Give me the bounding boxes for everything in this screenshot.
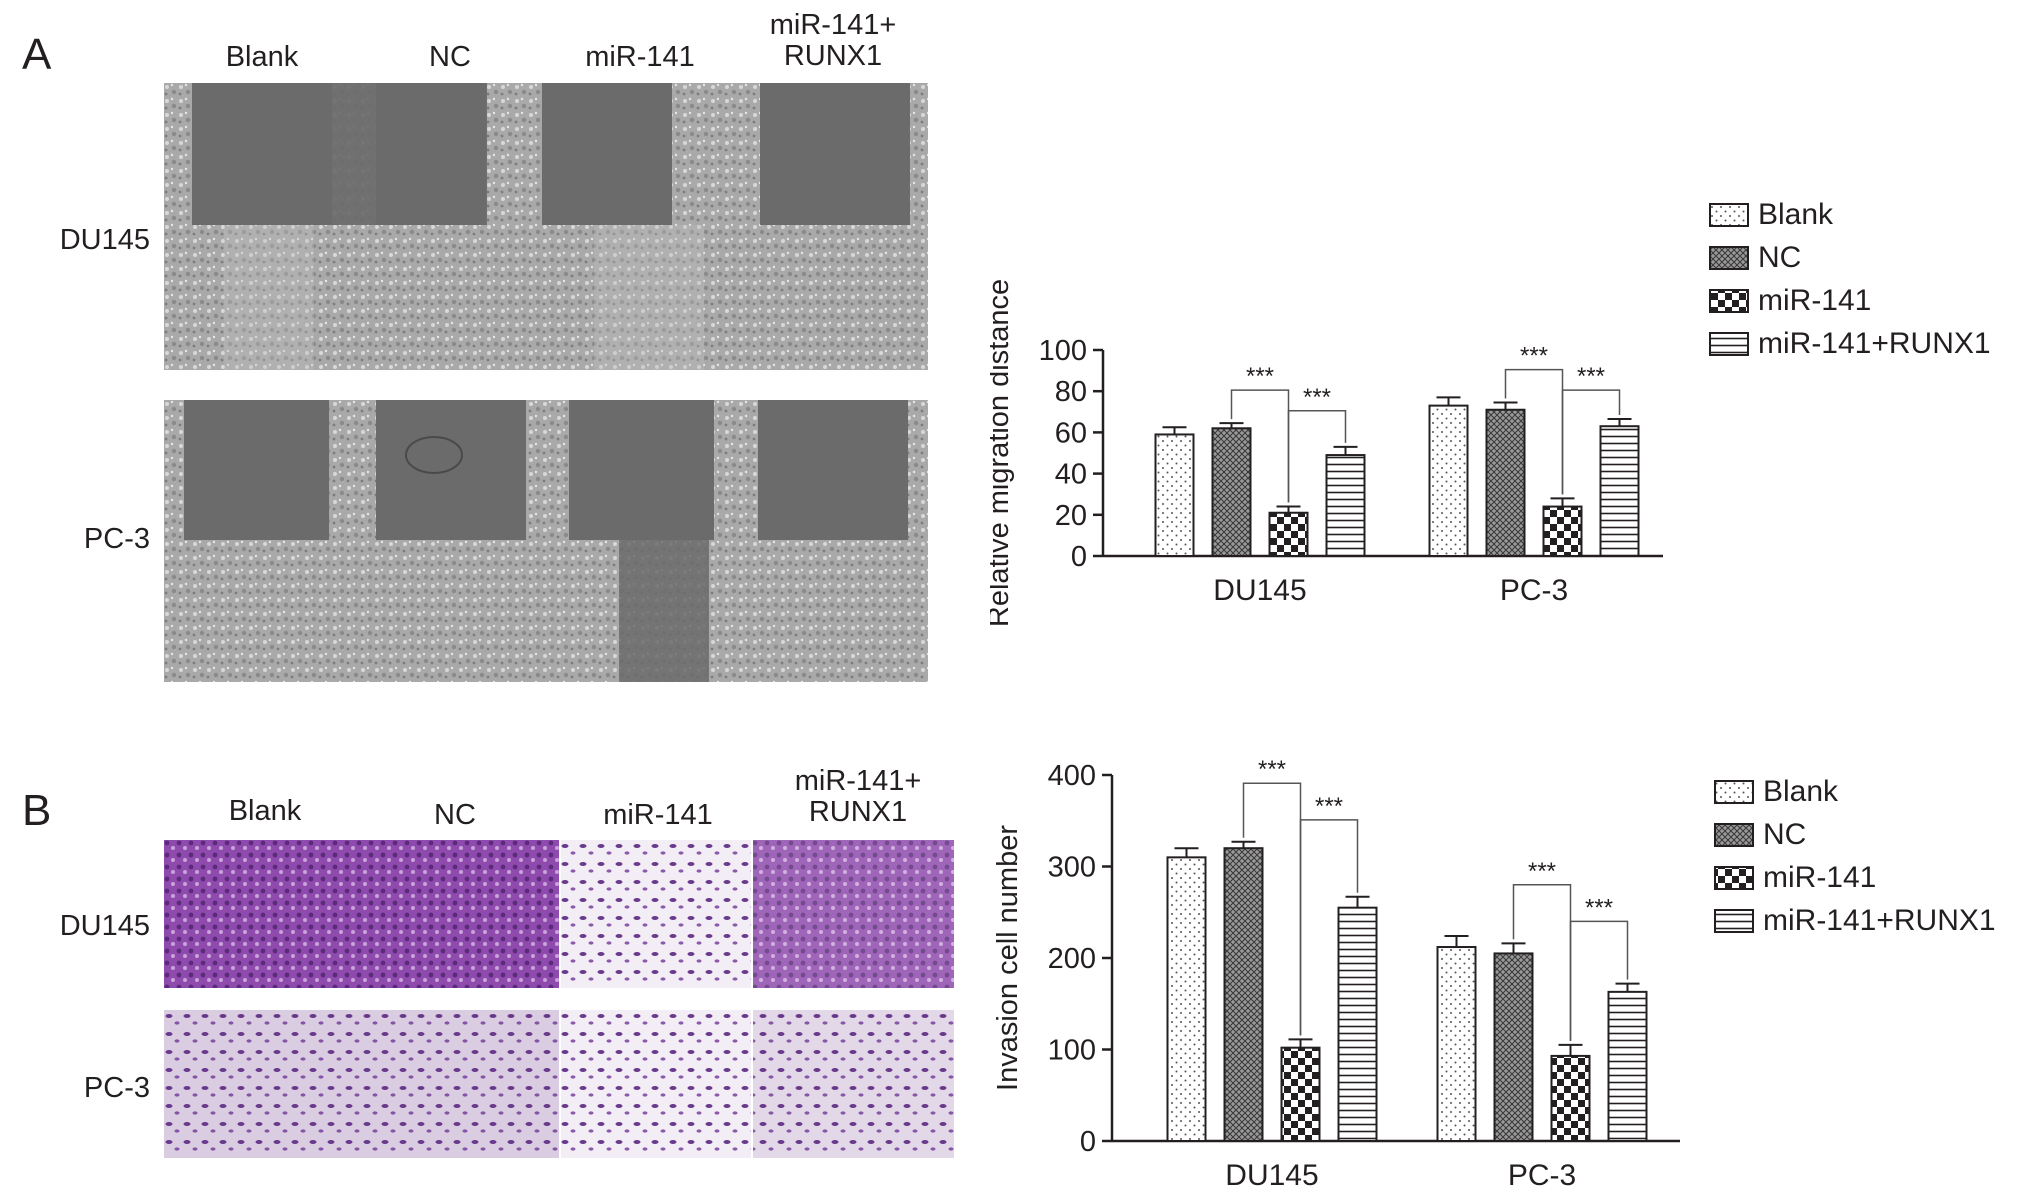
- panel-b-pc3-micrograph: [164, 1010, 954, 1158]
- panel-b-col-mir141-runx1: miR-141+ RUNX1: [794, 765, 922, 828]
- bar-mir-141-runx1-du145: [1325, 454, 1366, 557]
- bar-nc-pc-3: [1485, 408, 1526, 557]
- y-tick-label: 100: [1048, 1035, 1096, 1067]
- legend-label: miR-141: [1758, 284, 1871, 317]
- x-tick-label: DU145: [1225, 1159, 1318, 1190]
- invasion-image-du145: [164, 840, 954, 988]
- bar-mir-141-runx1-pc-3: [1607, 990, 1648, 1142]
- significance-label: ***: [1585, 894, 1613, 921]
- panel-b-row-pc3: PC-3: [83, 1072, 150, 1104]
- legend-label: NC: [1763, 818, 1806, 851]
- panel-a-row-pc3: PC-3: [83, 523, 150, 555]
- bar-blank-du145: [1154, 433, 1195, 557]
- legend-swatch: [1714, 823, 1754, 847]
- legend-label: miR-141+RUNX1: [1763, 904, 1996, 937]
- bar-nc-pc-3: [1493, 952, 1534, 1142]
- significance-bracket: ***: [1561, 363, 1621, 495]
- significance-bracket: ***: [1287, 384, 1347, 503]
- legend-swatch: [1714, 780, 1754, 804]
- y-tick-label: 60: [1055, 417, 1087, 449]
- y-tick-label: 400: [1048, 760, 1096, 792]
- panel-a-letter: A: [22, 30, 52, 79]
- significance-label: ***: [1528, 858, 1556, 885]
- legend-label: NC: [1758, 241, 1801, 274]
- y-tick-label: 200: [1048, 943, 1096, 975]
- y-tick-label: 300: [1048, 852, 1096, 884]
- panel-a-col-mir141-runx1: miR-141+ RUNX1: [769, 9, 897, 72]
- scratch-image-du145: [164, 83, 928, 370]
- panel-a-col-nc: NC: [429, 41, 471, 73]
- y-tick-label: 40: [1055, 459, 1087, 491]
- x-tick-label: PC-3: [1508, 1159, 1576, 1190]
- significance-bracket: ***: [1569, 894, 1629, 1041]
- significance-label: ***: [1315, 793, 1343, 820]
- bar-mir-141-runx1-du145: [1337, 906, 1378, 1142]
- y-axis-label: Relative migration distance: [990, 279, 1015, 627]
- bar-blank-du145: [1166, 856, 1207, 1142]
- legend-swatch: [1714, 866, 1754, 890]
- significance-bracket: ***: [1230, 363, 1290, 503]
- legend-label: Blank: [1758, 198, 1834, 231]
- y-tick-label: 20: [1055, 500, 1087, 532]
- panel-b-du145-micrograph: [164, 840, 954, 988]
- legend-swatch: [1714, 909, 1754, 933]
- scratch-image-pc3: [164, 400, 928, 682]
- x-tick-label: PC-3: [1500, 574, 1568, 607]
- significance-label: ***: [1258, 756, 1286, 783]
- significance-label: ***: [1246, 363, 1274, 390]
- panel-b-col-nc: NC: [434, 799, 476, 831]
- legend-swatch: [1709, 332, 1749, 356]
- bar-mir-141-du145: [1268, 511, 1309, 557]
- significance-label: ***: [1577, 363, 1605, 390]
- bar-nc-du145: [1223, 847, 1264, 1142]
- legend-swatch: [1709, 203, 1749, 227]
- panel-a-row-du145: DU145: [59, 224, 150, 256]
- legend-swatch: [1709, 246, 1749, 270]
- y-axis-label: Invasion cell number: [992, 825, 1024, 1091]
- bar-mir-141-pc-3: [1542, 505, 1583, 557]
- legend-label: Blank: [1763, 775, 1839, 808]
- chart-b-invasion: 0 100 200 300 400 Invasion cell number DU145 PC…: [992, 756, 1996, 1190]
- bar-blank-pc-3: [1428, 404, 1469, 557]
- bar-nc-du145: [1211, 427, 1252, 557]
- panel-a-col-mir141: miR-141: [585, 41, 695, 73]
- panel-b-col-mir141: miR-141: [603, 799, 713, 831]
- legend-label: miR-141+RUNX1: [1758, 327, 1991, 360]
- legend-swatch: [1709, 289, 1749, 313]
- panel-a-pc3-micrograph: [164, 400, 928, 682]
- bar-mir-141-pc-3: [1550, 1054, 1591, 1142]
- panel-a-col-blank: Blank: [225, 41, 299, 73]
- y-tick-label: 0: [1071, 541, 1087, 573]
- panel-b-row-du145: DU145: [59, 910, 150, 942]
- panel-a-du145-micrograph: [164, 83, 928, 370]
- y-tick-label: 80: [1055, 376, 1087, 408]
- panel-b-col-blank: Blank: [228, 795, 302, 827]
- bar-blank-pc-3: [1436, 946, 1477, 1142]
- chart-a-migration: 0 20 40 60 80 100 Relative migration distance D…: [990, 198, 1991, 627]
- x-tick-label: DU145: [1213, 574, 1306, 607]
- legend-label: miR-141: [1763, 861, 1876, 894]
- significance-label: ***: [1520, 343, 1548, 370]
- significance-label: ***: [1303, 384, 1331, 411]
- bar-mir-141-runx1-pc-3: [1599, 425, 1640, 557]
- panel-b-letter: B: [22, 786, 52, 835]
- invasion-image-pc3: [164, 1010, 954, 1158]
- bar-mir-141-du145: [1280, 1046, 1321, 1143]
- y-tick-label: 100: [1039, 335, 1087, 367]
- y-tick-label: 0: [1080, 1126, 1096, 1158]
- significance-bracket: ***: [1299, 793, 1359, 1036]
